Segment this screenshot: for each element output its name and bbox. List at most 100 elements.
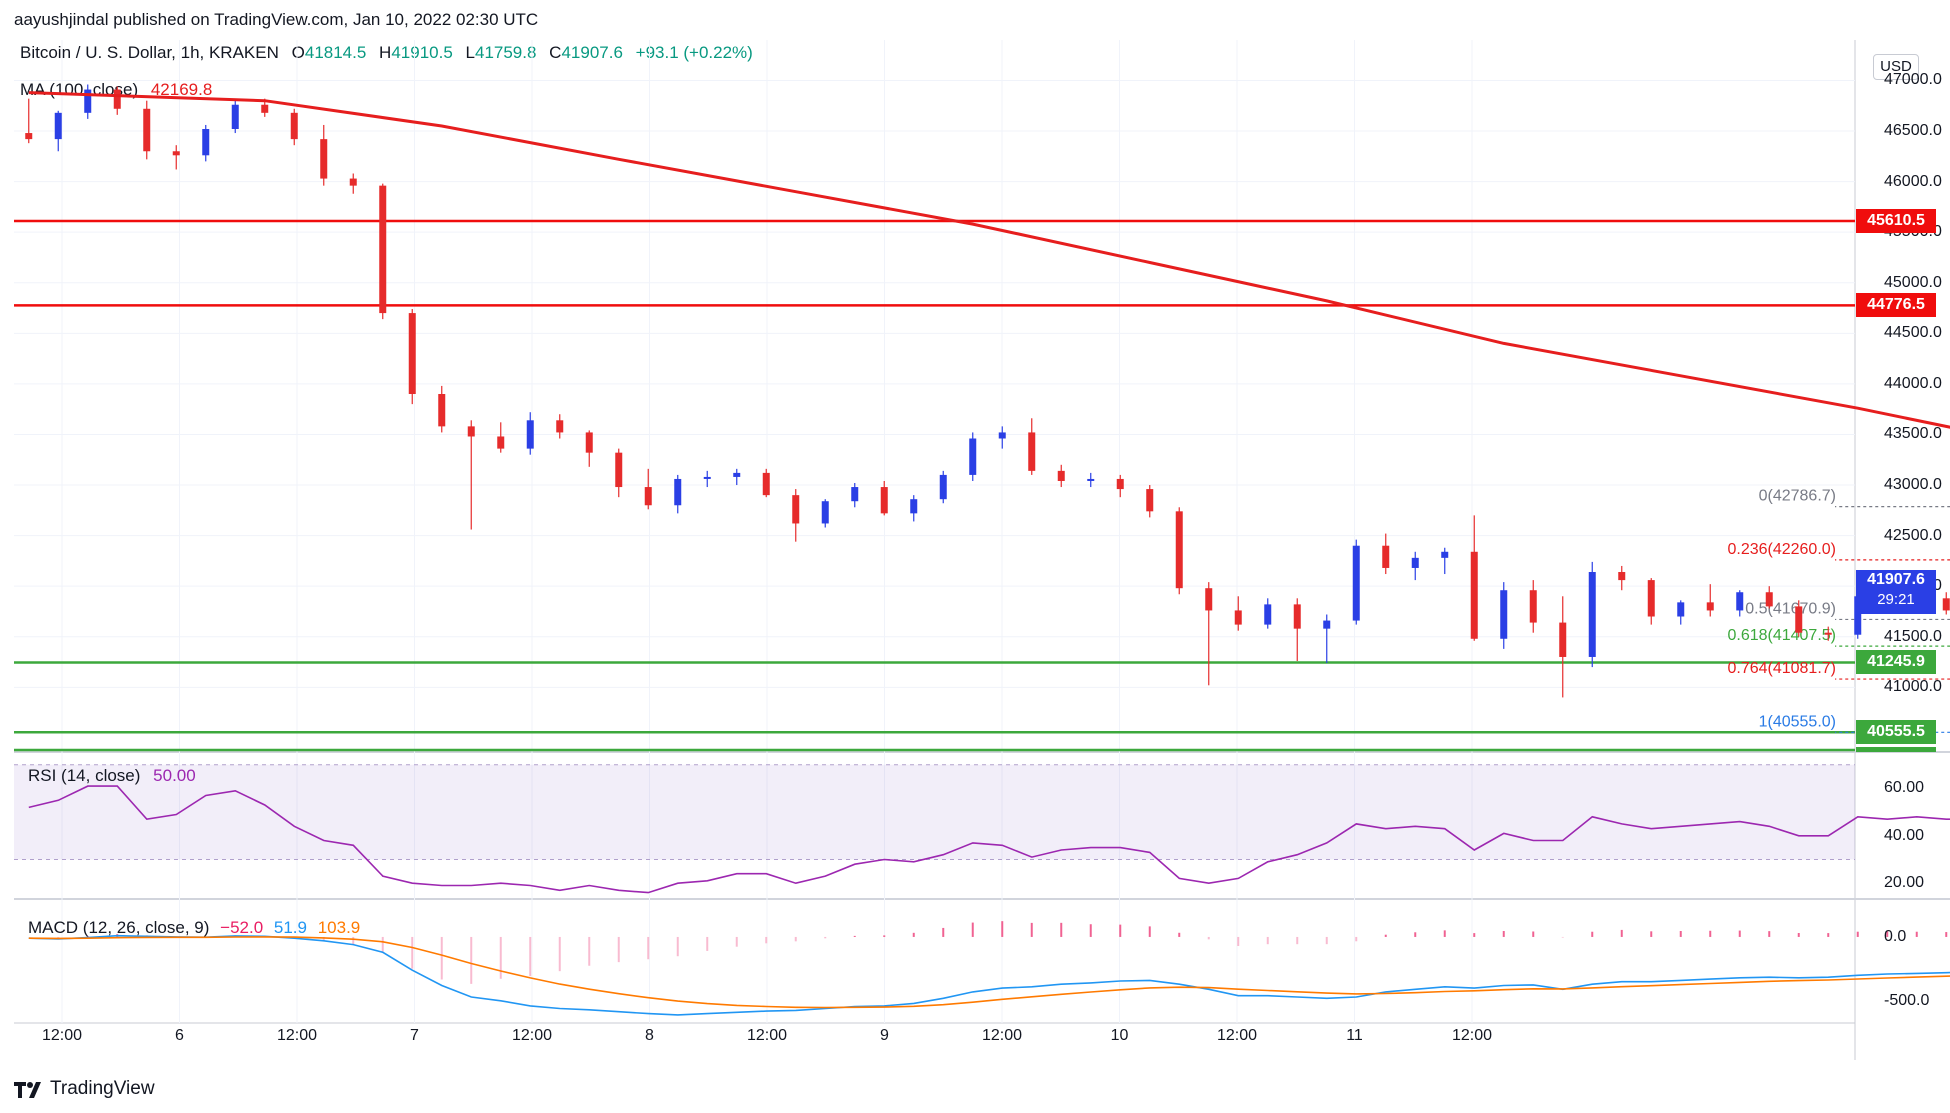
time-axis-label: 12:00	[981, 1027, 1023, 1044]
candle-body	[969, 438, 977, 475]
time-axis-label: 12:00	[276, 1027, 318, 1044]
candle-body	[1116, 478, 1124, 490]
candle	[1559, 596, 1567, 698]
candle-body	[1323, 620, 1331, 629]
macd-pane	[28, 921, 1950, 1016]
time-axis-label: 12:00	[511, 1027, 553, 1044]
candle-body	[1500, 590, 1508, 639]
candle	[290, 108, 298, 146]
candle	[1942, 592, 1950, 615]
candle	[84, 84, 92, 119]
macd-axis-label: -500.0	[1884, 991, 1930, 1009]
candle-body	[261, 104, 269, 113]
candle-body	[290, 112, 298, 140]
price-axis-label: 43000.0	[1884, 476, 1942, 494]
macd-legend: MACD (12, 26, close, 9) −52.0 51.9 103.9	[28, 918, 360, 938]
candle	[1293, 598, 1301, 662]
currency-button[interactable]: USD	[1873, 54, 1919, 80]
symbol-legend: Bitcoin / U. S. Dollar, 1h, KRAKEN O4181…	[20, 43, 753, 63]
current-price-tag: 41907.6 29:21	[1856, 570, 1936, 614]
fib-level-label: 0.764(41081.7)	[1727, 660, 1836, 677]
candle	[1588, 561, 1596, 668]
candle-body	[1382, 545, 1390, 568]
price-axis-label: 44000.0	[1884, 374, 1942, 392]
candle-body	[821, 501, 829, 524]
candle-body	[674, 478, 682, 506]
candle	[969, 432, 977, 481]
time-axis-label: 6	[175, 1027, 184, 1044]
candle	[1618, 565, 1626, 591]
candle	[231, 100, 239, 134]
time-axis-label: 12:00	[1451, 1027, 1493, 1044]
fib-level-label: 1(40555.0)	[1759, 713, 1836, 730]
candle-body	[54, 112, 62, 140]
low-value: 41759.8	[474, 43, 537, 62]
open-label: O	[291, 43, 305, 62]
countdown-value: 29:21	[1877, 591, 1915, 608]
candle	[1765, 586, 1773, 609]
ma-value: 42169.8	[150, 80, 213, 99]
candle-body	[644, 487, 652, 506]
candles	[25, 84, 1950, 698]
candle-body	[1146, 489, 1154, 512]
candle	[1736, 590, 1744, 617]
candle	[762, 468, 770, 498]
fib-level-label: 0.236(42260.0)	[1727, 541, 1836, 558]
candle	[1647, 578, 1655, 625]
resistance-price-tag: 45610.5	[1856, 208, 1936, 233]
candle	[320, 124, 328, 186]
grid	[14, 40, 1855, 1023]
macd-signal-line	[28, 936, 1950, 1009]
candle-body	[1824, 632, 1832, 635]
fib-level-label: 0(42786.7)	[1759, 488, 1836, 505]
tradingview-brand[interactable]: TradingView	[14, 1078, 155, 1100]
fib-level-label: 0.618(41407.5)	[1727, 627, 1836, 644]
candle	[202, 124, 210, 162]
candle-body	[1175, 511, 1183, 589]
lower-support-price-tag: 40172.9	[1856, 747, 1936, 752]
candle	[1824, 626, 1832, 641]
candle-body	[1588, 572, 1596, 657]
candle-body	[733, 472, 741, 477]
open-value: 41814.5	[304, 43, 367, 62]
candle	[1470, 515, 1478, 641]
candle-body	[526, 420, 534, 449]
high-value: 41910.5	[391, 43, 453, 62]
price-axis-label: 41500.0	[1884, 627, 1942, 645]
rsi-band	[14, 764, 1855, 860]
candle-body	[792, 495, 800, 524]
candle-body	[25, 133, 33, 140]
candle	[556, 414, 564, 439]
candle-body	[438, 394, 446, 427]
candle-body	[939, 474, 947, 500]
time-axis-label: 9	[880, 1027, 889, 1044]
candle	[910, 495, 918, 522]
symbol-name: Bitcoin / U. S. Dollar, 1h, KRAKEN	[20, 43, 279, 62]
change-value: +93.1 (+0.22%)	[635, 43, 753, 62]
brand-name: TradingView	[50, 1078, 155, 1099]
candle	[1234, 596, 1242, 631]
candle	[1706, 584, 1714, 617]
candle-body	[1795, 606, 1803, 633]
rsi-axis-label: 20.00	[1884, 874, 1925, 892]
candle	[408, 309, 416, 405]
candle	[1175, 507, 1183, 595]
candle	[25, 98, 33, 144]
candle-body	[1352, 545, 1360, 621]
support-price-tag: 40555.5	[1856, 720, 1936, 745]
candle-body	[1736, 592, 1744, 611]
candle	[733, 468, 741, 486]
candle-body	[1411, 557, 1419, 568]
candle	[821, 499, 829, 528]
candle-body	[1942, 598, 1950, 611]
candle	[379, 183, 387, 320]
macd-signal-value: 103.9	[317, 918, 361, 937]
candle	[644, 468, 652, 510]
candle	[1441, 547, 1449, 575]
price-axis-label: 44500.0	[1884, 324, 1942, 342]
price-axis-label: 41000.0	[1884, 678, 1942, 696]
candle-body	[1647, 580, 1655, 617]
rsi-label: RSI (14, close)	[28, 766, 141, 785]
candle	[615, 448, 623, 498]
